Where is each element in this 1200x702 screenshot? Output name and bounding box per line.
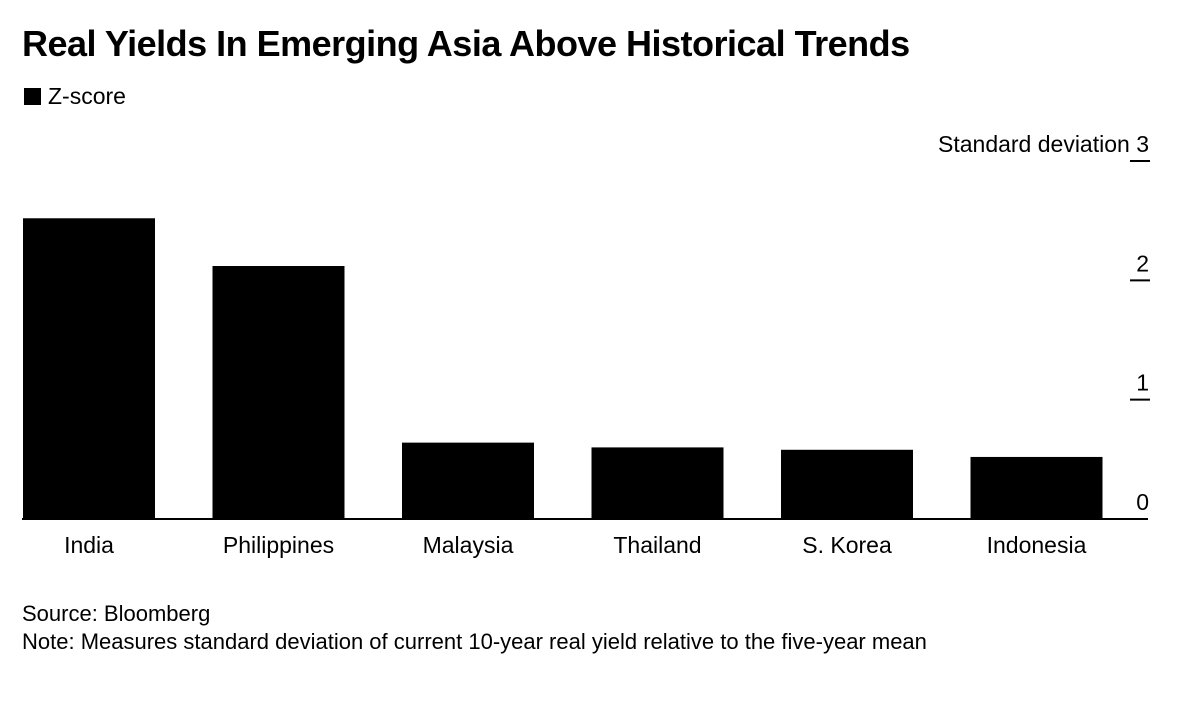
- x-tick-label: S. Korea: [802, 532, 892, 558]
- bar-thailand: [591, 447, 724, 519]
- bar-indonesia: [970, 456, 1103, 519]
- chart-title: Real Yields In Emerging Asia Above Histo…: [22, 23, 910, 64]
- bar-s-korea: [781, 449, 913, 519]
- y-tick-label: 0: [1136, 489, 1149, 515]
- y-tick-label: Standard deviation 3: [938, 131, 1149, 157]
- x-tick-label: Thailand: [613, 532, 701, 558]
- y-tick-value: 3: [1136, 131, 1149, 157]
- x-tick-label: Malaysia: [423, 532, 514, 558]
- x-tick-label: India: [64, 532, 114, 558]
- methodology-note: Note: Measures standard deviation of cur…: [22, 629, 927, 654]
- bar-malaysia: [402, 442, 534, 519]
- legend-label: Z-score: [48, 83, 126, 109]
- chart-legend: Z-score: [24, 82, 126, 110]
- x-tick-label: Indonesia: [987, 532, 1087, 558]
- chart-footer: Source: Bloomberg Note: Measures standar…: [22, 600, 927, 656]
- bar-india: [23, 218, 155, 519]
- y-tick-label: 2: [1136, 250, 1149, 276]
- y-tick-label: 1: [1136, 370, 1149, 396]
- source-note: Source: Bloomberg: [22, 601, 211, 626]
- legend-swatch: [24, 87, 41, 105]
- bar-philippines: [212, 266, 345, 519]
- y-axis-label: Standard deviation: [938, 131, 1136, 157]
- x-tick-label: Philippines: [223, 532, 334, 558]
